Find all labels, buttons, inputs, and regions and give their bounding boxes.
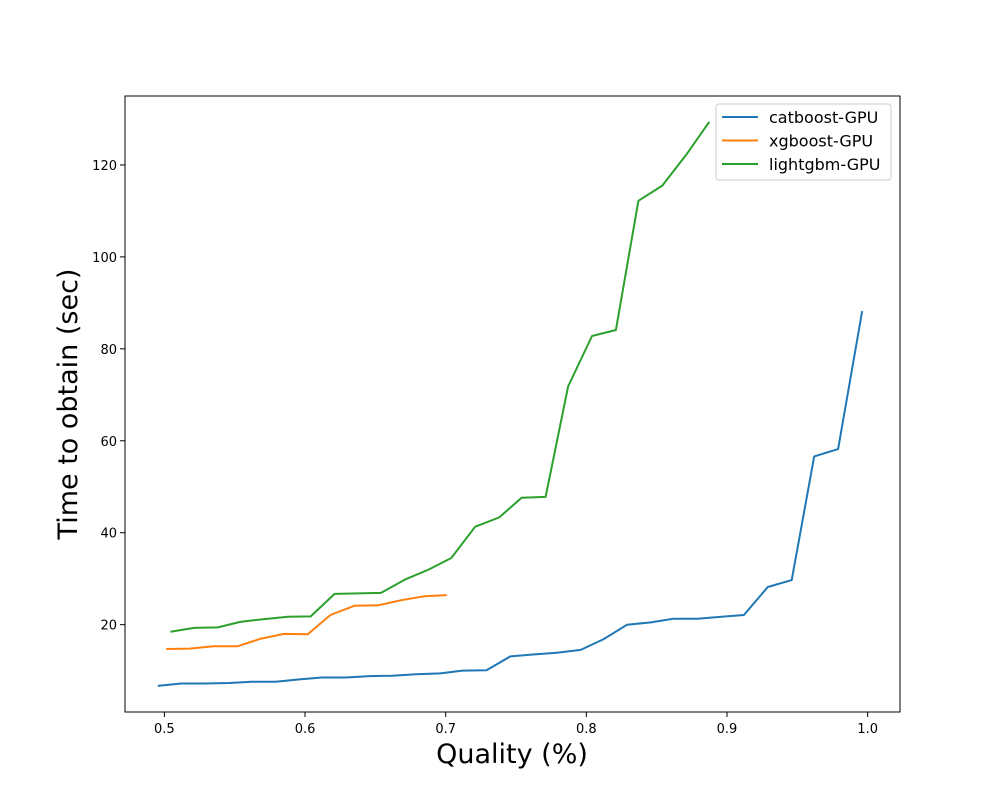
legend-label: catboost-GPU <box>769 108 878 127</box>
series-line-catboost-GPU <box>157 310 864 687</box>
x-tick-label: 0.9 <box>717 722 738 737</box>
y-axis-title: Time to obtain (sec) <box>53 269 84 541</box>
x-tick-label: 0.7 <box>435 722 456 737</box>
x-axis-ticks: 0.5 0.6 0.7 0.8 0.9 1.0 <box>154 712 878 737</box>
y-tick-label: 100 <box>92 251 117 266</box>
y-tick-label: 80 <box>100 343 117 358</box>
series-line-lightgbm-GPU <box>170 121 711 633</box>
y-tick-label: 20 <box>100 619 117 634</box>
legend-frame <box>715 103 892 181</box>
x-axis-title: Quality (%) <box>436 739 588 770</box>
legend-label: xgboost-GPU <box>769 132 873 151</box>
x-tick-label: 0.8 <box>576 722 597 737</box>
y-tick-label: 120 <box>92 159 117 174</box>
x-tick-label: 1.0 <box>857 722 878 737</box>
x-tick-label: 0.5 <box>154 722 175 737</box>
y-tick-label: 60 <box>100 435 117 450</box>
legend-entries: catboost-GPU xgboost-GPU lightgbm-GPU <box>722 108 880 174</box>
y-axis-ticks: 20 40 60 80 100 120 <box>92 159 125 634</box>
series-lines <box>157 121 864 687</box>
y-tick-label: 40 <box>100 527 117 542</box>
legend-label: lightgbm-GPU <box>769 155 880 174</box>
x-tick-label: 0.6 <box>295 722 316 737</box>
legend: catboost-GPU xgboost-GPU lightgbm-GPU <box>715 103 892 181</box>
plot-frame <box>124 95 901 713</box>
series-line-xgboost-GPU <box>166 594 447 651</box>
